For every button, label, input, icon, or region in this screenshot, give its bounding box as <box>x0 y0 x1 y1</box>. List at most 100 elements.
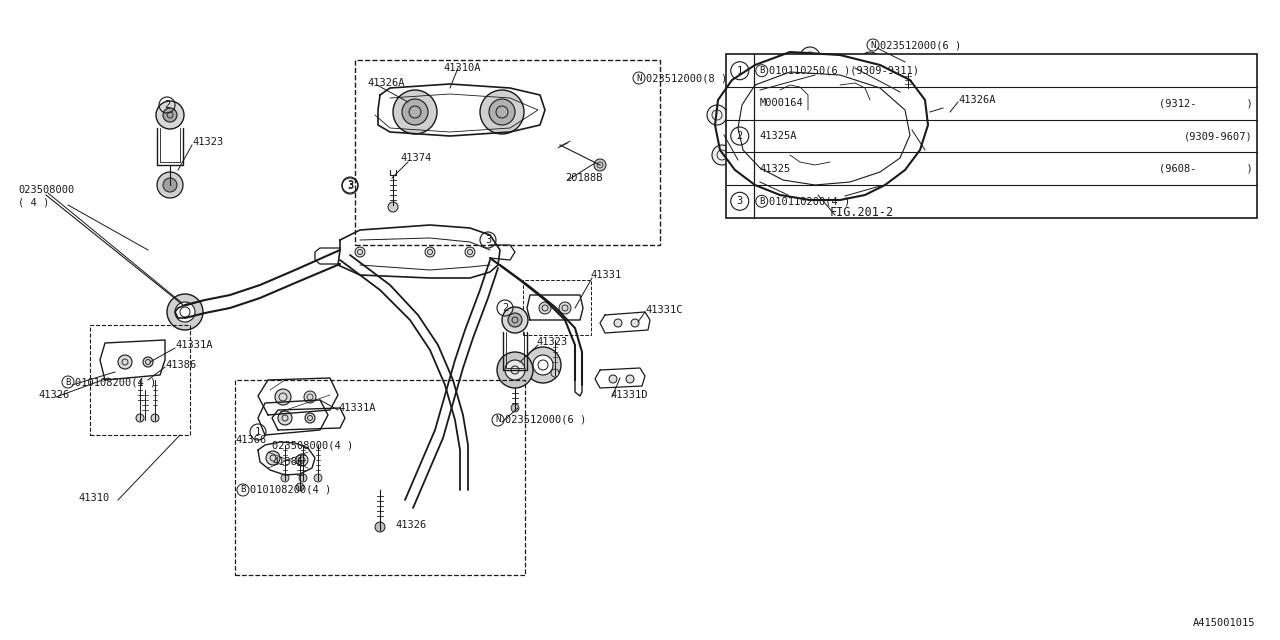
Circle shape <box>393 90 436 134</box>
Circle shape <box>508 313 522 327</box>
Text: 41326: 41326 <box>38 390 69 400</box>
Circle shape <box>900 57 916 73</box>
Text: 41323: 41323 <box>536 337 567 347</box>
Text: 41374: 41374 <box>399 153 431 163</box>
Bar <box>726 54 1257 218</box>
Text: 2: 2 <box>164 100 170 110</box>
Text: 023508000: 023508000 <box>18 185 74 195</box>
Circle shape <box>812 180 835 204</box>
Bar <box>236 380 525 575</box>
Circle shape <box>136 414 143 422</box>
Circle shape <box>282 474 289 482</box>
Bar <box>524 280 591 335</box>
Circle shape <box>163 108 177 122</box>
Text: ( 4 ): ( 4 ) <box>18 197 49 207</box>
Text: 010108200(4 ): 010108200(4 ) <box>250 485 332 495</box>
Bar <box>90 325 189 435</box>
Circle shape <box>902 80 922 100</box>
Circle shape <box>143 357 154 367</box>
Circle shape <box>860 52 881 72</box>
Circle shape <box>151 414 159 422</box>
Circle shape <box>707 105 727 125</box>
Circle shape <box>275 389 291 405</box>
Circle shape <box>305 391 316 403</box>
Text: B: B <box>241 486 246 495</box>
Circle shape <box>502 307 529 333</box>
Circle shape <box>860 182 881 202</box>
Text: N: N <box>636 74 641 83</box>
Circle shape <box>609 375 617 383</box>
Circle shape <box>748 182 768 202</box>
Text: (9309-9607): (9309-9607) <box>1184 131 1253 141</box>
Text: 023512000(8 ): 023512000(8 ) <box>646 73 727 83</box>
Circle shape <box>902 155 922 175</box>
Text: (9312-        ): (9312- ) <box>1160 99 1253 108</box>
Text: 023512000(6 ): 023512000(6 ) <box>881 40 961 50</box>
Text: 41366: 41366 <box>236 435 266 445</box>
Circle shape <box>296 454 308 466</box>
Text: 41331D: 41331D <box>611 390 648 400</box>
Circle shape <box>157 172 183 198</box>
Text: 41310: 41310 <box>78 493 109 503</box>
Circle shape <box>296 483 305 491</box>
Circle shape <box>465 247 475 257</box>
Circle shape <box>614 319 622 327</box>
Circle shape <box>948 102 961 114</box>
Text: B: B <box>65 378 70 387</box>
Circle shape <box>489 99 515 125</box>
Text: 41331C: 41331C <box>645 305 682 315</box>
Circle shape <box>712 145 732 165</box>
Circle shape <box>539 302 550 314</box>
Circle shape <box>266 451 280 465</box>
Circle shape <box>550 369 559 377</box>
Text: 023512000(6 ): 023512000(6 ) <box>506 415 586 425</box>
Text: 2: 2 <box>502 303 508 313</box>
Circle shape <box>163 178 177 192</box>
Text: (9608-        ): (9608- ) <box>1160 164 1253 173</box>
Text: M000164: M000164 <box>760 99 804 108</box>
Circle shape <box>156 101 184 129</box>
Text: 41325A: 41325A <box>760 131 797 141</box>
Text: 41331A: 41331A <box>175 340 212 350</box>
Text: 010110200(4 ): 010110200(4 ) <box>769 196 850 206</box>
Circle shape <box>626 375 634 383</box>
Text: 1: 1 <box>736 66 742 76</box>
Circle shape <box>559 302 571 314</box>
Text: N: N <box>495 415 500 424</box>
Circle shape <box>314 474 323 482</box>
Text: 20188B: 20188B <box>564 173 603 183</box>
Text: 3: 3 <box>736 196 742 206</box>
Circle shape <box>525 347 561 383</box>
Text: 41326A: 41326A <box>957 95 996 105</box>
Text: 3: 3 <box>347 181 353 191</box>
Circle shape <box>805 190 826 210</box>
Text: 41325: 41325 <box>760 164 791 173</box>
Text: 41326: 41326 <box>396 520 426 530</box>
Circle shape <box>305 413 315 423</box>
Circle shape <box>532 355 553 375</box>
Circle shape <box>631 319 639 327</box>
Text: 2: 2 <box>736 131 742 141</box>
Text: 1: 1 <box>255 427 261 437</box>
Circle shape <box>425 247 435 257</box>
Circle shape <box>402 99 428 125</box>
Circle shape <box>355 247 365 257</box>
Circle shape <box>300 474 307 482</box>
Circle shape <box>803 112 842 152</box>
Text: 010110250(6 )(9309-9311): 010110250(6 )(9309-9311) <box>769 66 919 76</box>
Text: 3: 3 <box>485 235 492 245</box>
Text: 41331A: 41331A <box>338 403 375 413</box>
Circle shape <box>511 404 518 412</box>
Text: B: B <box>759 66 764 76</box>
Circle shape <box>388 202 398 212</box>
Circle shape <box>175 302 195 322</box>
Circle shape <box>817 186 829 198</box>
Circle shape <box>594 159 605 171</box>
Text: N: N <box>870 40 876 49</box>
Text: 41386: 41386 <box>165 360 196 370</box>
Text: 010108200(4 ): 010108200(4 ) <box>76 377 156 387</box>
Circle shape <box>480 90 524 134</box>
Text: 41331: 41331 <box>590 270 621 280</box>
Text: 41310A: 41310A <box>443 63 480 73</box>
Text: 41386: 41386 <box>273 457 303 467</box>
